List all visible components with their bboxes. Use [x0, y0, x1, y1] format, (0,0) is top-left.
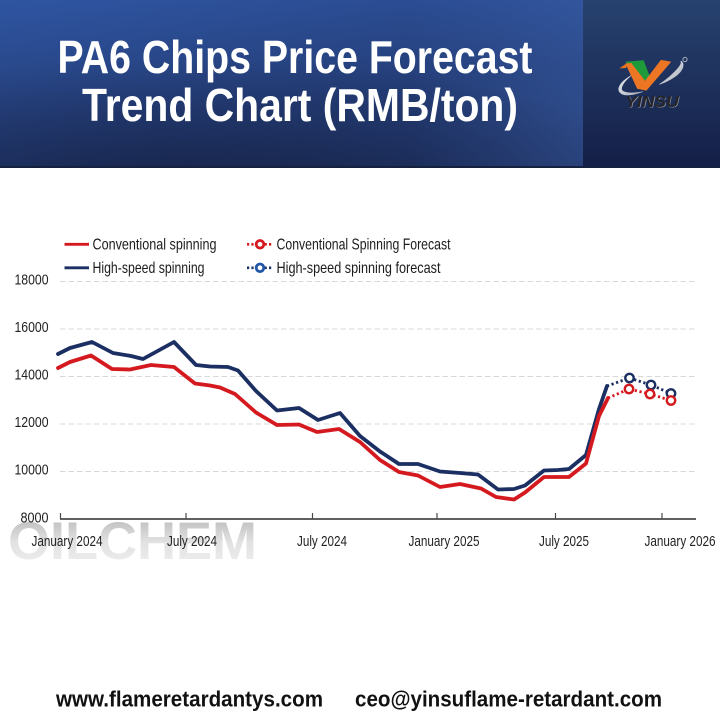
- svg-text:18000: 18000: [15, 273, 49, 289]
- svg-text:July 2024: July 2024: [297, 534, 347, 550]
- svg-text:12000: 12000: [15, 415, 49, 431]
- svg-text:8000: 8000: [21, 511, 49, 527]
- svg-text:July 2025: July 2025: [539, 534, 589, 550]
- svg-text:July 2024: July 2024: [167, 534, 217, 550]
- svg-text:www.flameretardantys.com: www.flameretardantys.com: [55, 687, 323, 712]
- svg-text:Conventional spinning: Conventional spinning: [93, 237, 217, 254]
- svg-text:High-speed spinning forecast: High-speed spinning forecast: [277, 260, 441, 277]
- svg-text:ceo@yinsuflame-retardant.com: ceo@yinsuflame-retardant.com: [355, 687, 662, 712]
- svg-text:High-speed spinning: High-speed spinning: [93, 260, 205, 277]
- svg-text:14000: 14000: [15, 368, 49, 384]
- svg-text:January 2026: January 2026: [645, 534, 716, 550]
- svg-text:OILCHEM: OILCHEM: [8, 512, 257, 571]
- svg-text:PA6 Chips Price Forecast: PA6 Chips Price Forecast: [58, 31, 533, 83]
- svg-text:10000: 10000: [15, 463, 49, 479]
- svg-text:Conventional Spinning Forecast: Conventional Spinning Forecast: [277, 237, 451, 254]
- svg-text:YINSU: YINSU: [625, 94, 679, 111]
- svg-text:January 2024: January 2024: [32, 534, 103, 550]
- svg-text:January 2025: January 2025: [409, 534, 480, 550]
- svg-text:16000: 16000: [15, 320, 49, 336]
- svg-text:Trend Chart (RMB/ton): Trend Chart (RMB/ton): [82, 79, 518, 131]
- svg-text:YINSU: YINSU: [626, 95, 680, 112]
